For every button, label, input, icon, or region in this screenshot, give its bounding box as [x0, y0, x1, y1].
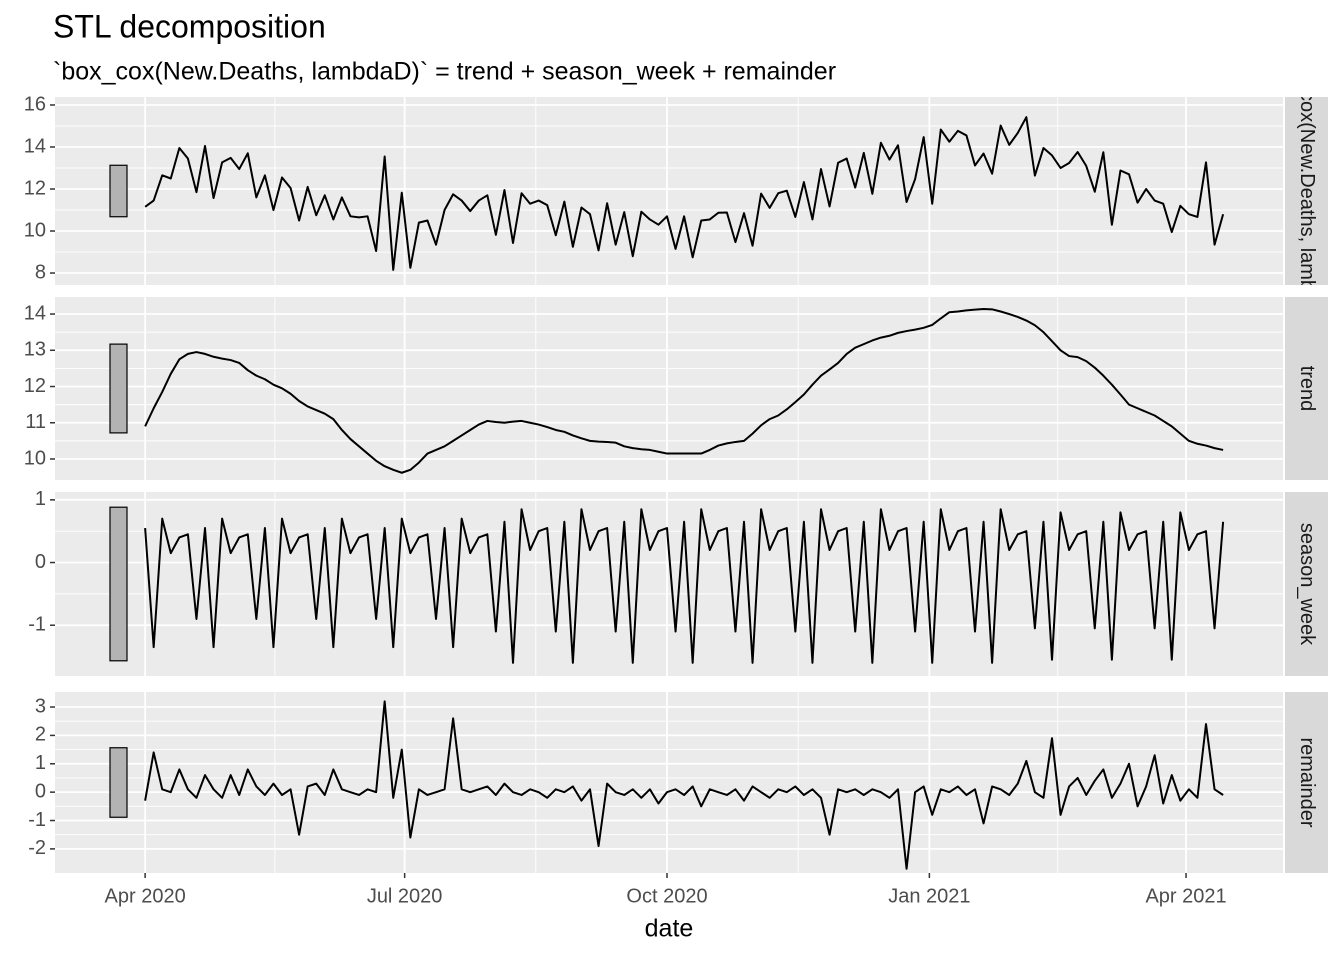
panel-background — [55, 297, 1283, 480]
facet-strip-label: remainder — [1296, 737, 1318, 827]
scale-bar — [109, 343, 128, 434]
y-tick-label: 0 — [35, 780, 46, 802]
panel-background — [55, 692, 1283, 873]
y-tick-label: -1 — [28, 809, 46, 831]
y-tick-label: -2 — [28, 837, 46, 859]
facet-strip-label: season_week — [1296, 523, 1318, 646]
scale-bar — [109, 506, 128, 662]
y-tick-label: 1 — [35, 752, 46, 774]
series-line — [144, 307, 1224, 474]
chart-title: STL decomposition — [53, 8, 326, 44]
x-tick-label: Jul 2020 — [367, 885, 443, 907]
y-tick-label: 13 — [24, 339, 46, 361]
y-tick-label: -1 — [28, 614, 46, 636]
facet-strip-group: season_week — [1296, 523, 1318, 646]
scale-bar — [109, 747, 128, 818]
y-tick-label: 0 — [35, 551, 46, 573]
facet-strip-group: trend — [1296, 366, 1318, 412]
y-tick-label: 12 — [24, 177, 46, 199]
y-tick-label: 3 — [35, 695, 46, 717]
y-tick-label: 2 — [35, 724, 46, 746]
y-tick-label: 8 — [35, 261, 46, 283]
y-tick-label: 1 — [35, 488, 46, 510]
x-axis-label: date — [645, 915, 694, 943]
facet-strip-group: remainder — [1296, 737, 1318, 827]
facet-strip — [1285, 97, 1328, 285]
y-tick-label: 12 — [24, 375, 46, 397]
y-tick-label: 11 — [25, 411, 46, 433]
y-tick-label: 16 — [24, 93, 46, 115]
x-tick-label: Oct 2020 — [626, 885, 707, 907]
facet-strip-label: trend — [1296, 366, 1318, 412]
facet-strip-label: box_cox(New.Deaths, lambdaD) — [1296, 48, 1318, 335]
series-line — [144, 116, 1225, 271]
facet-strip — [1285, 692, 1328, 873]
y-tick-label: 10 — [24, 219, 46, 241]
facet-strip — [1285, 297, 1328, 480]
series-line — [144, 508, 1225, 664]
x-tick-label: Apr 2020 — [105, 885, 186, 907]
y-tick-label: 10 — [24, 447, 46, 469]
facet-strip-group: box_cox(New.Deaths, lambdaD) — [1296, 48, 1318, 335]
panel-background — [55, 97, 1283, 285]
chart-subtitle: `box_cox(New.Deaths, lambdaD)` = trend +… — [53, 58, 836, 86]
facet-strip — [1285, 492, 1328, 676]
series-line — [144, 700, 1224, 870]
x-tick-label: Jan 2021 — [888, 885, 970, 907]
x-tick-label: Apr 2021 — [1145, 885, 1226, 907]
scale-bar — [109, 164, 128, 218]
y-tick-label: 14 — [24, 302, 46, 324]
y-tick-label: 14 — [24, 135, 46, 157]
